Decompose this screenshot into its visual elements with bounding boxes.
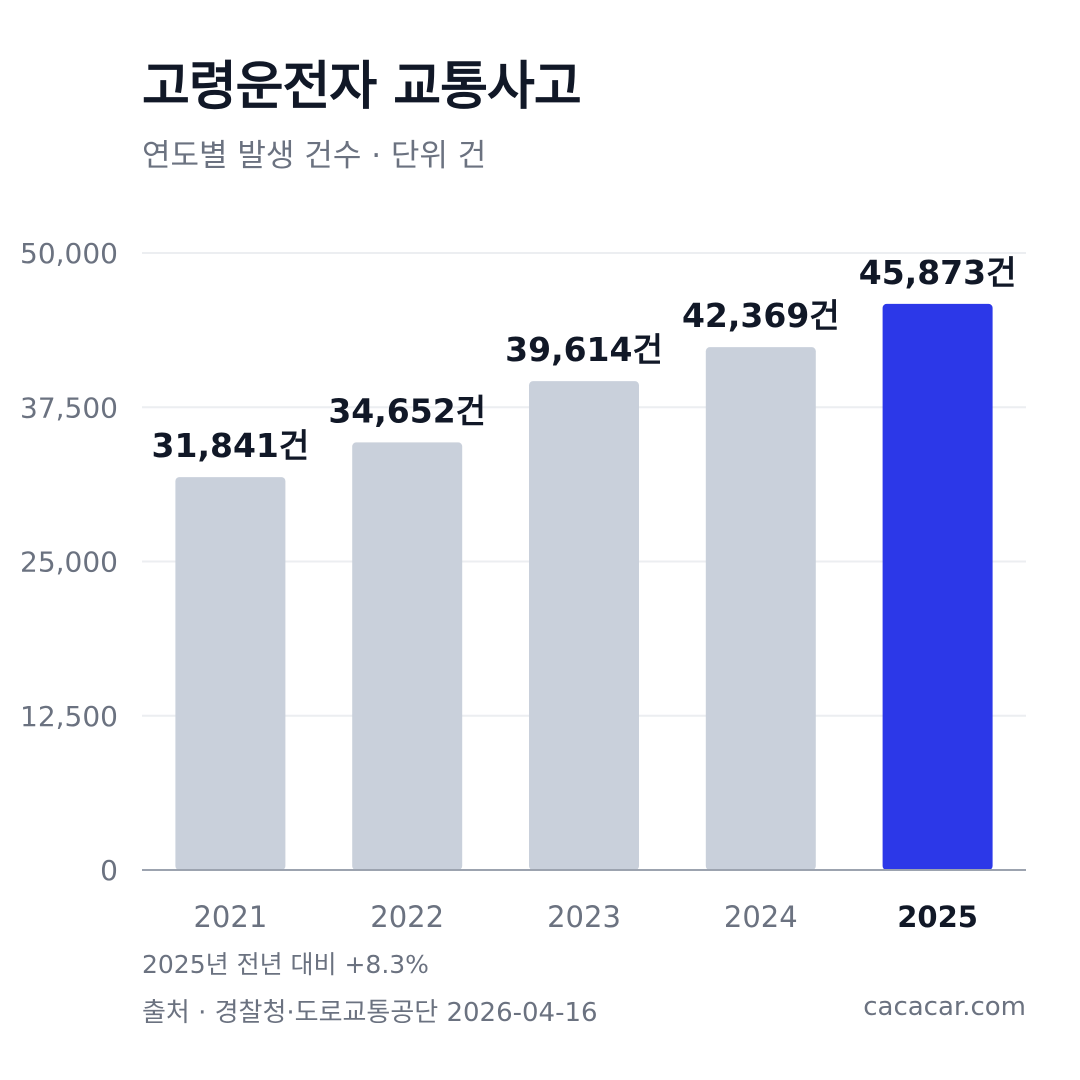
bar-2021: [175, 477, 286, 870]
x-tick-label: 2021: [193, 900, 267, 934]
bars: [175, 303, 993, 871]
bar-2022: [352, 442, 463, 870]
chart-title: 고령운전자 교통사고: [142, 57, 582, 117]
data-label-2023: 39,614건: [505, 330, 663, 369]
yoy-note: 2025년 전년 대비 +8.3%: [142, 950, 429, 979]
brand-link[interactable]: cacacar.com: [863, 992, 1026, 1022]
x-tick-label: 2022: [370, 900, 444, 934]
bar-2025: [882, 303, 993, 870]
x-tick-label: 2023: [547, 900, 621, 934]
x-tick-label: 2024: [724, 900, 798, 934]
y-tick-label: 12,500: [20, 700, 118, 733]
y-tick-label: 25,000: [20, 546, 118, 579]
bar-2024: [705, 347, 816, 871]
y-tick-label: 37,500: [20, 391, 118, 424]
x-axis-ticks: 2021 2022 2023 2024 2025: [193, 900, 977, 934]
data-label-2022: 34,652건: [328, 391, 486, 430]
source-text: 출처 · 경찰청·도로교통공단 2026-04-16: [142, 998, 598, 1028]
data-labels: 31,841건 34,652건 39,614건 42,369건 45,873건: [152, 253, 1017, 465]
chart-subtitle: 연도별 발생 건수 · 단위 건: [142, 138, 487, 174]
y-tick-label: 50,000: [20, 237, 118, 270]
x-tick-label: 2025: [897, 900, 978, 934]
y-tick-label: 0: [100, 854, 118, 887]
bar-2023: [529, 381, 639, 870]
data-label-2025: 45,873건: [859, 253, 1017, 292]
y-axis-ticks: 0 12,500 25,000 37,500 50,000: [20, 237, 118, 887]
data-label-2021: 31,841건: [152, 426, 310, 465]
data-label-2024: 42,369건: [682, 296, 840, 335]
